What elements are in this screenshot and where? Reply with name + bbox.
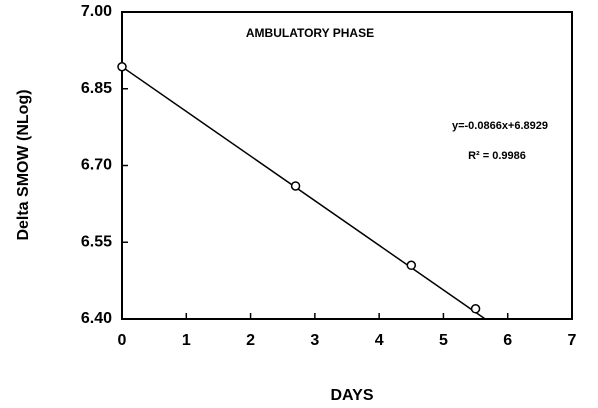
x-tick-label: 3 xyxy=(310,332,319,349)
x-tick-label: 2 xyxy=(246,332,255,349)
fit-line xyxy=(121,66,486,320)
point xyxy=(470,304,481,314)
point xyxy=(117,61,127,72)
x-tick-label: 5 xyxy=(439,332,448,349)
annotation: y=-0.0866x+6.8929 xyxy=(452,120,548,132)
y-tick-label: 6.40 xyxy=(81,310,112,327)
annotation: AMBULATORY PHASE xyxy=(246,26,374,40)
point xyxy=(290,181,301,191)
x-tick-label: 0 xyxy=(118,332,127,349)
x-tick-label: 4 xyxy=(375,332,384,349)
y-axis-label: Delta SMOW (NLog) xyxy=(15,89,32,240)
x-tick-label: 6 xyxy=(503,332,512,349)
x-tick-label: 1 xyxy=(182,332,191,349)
y-tick-label: 6.70 xyxy=(81,157,112,174)
plot-frame xyxy=(121,11,573,320)
annotation: R² = 0.9986 xyxy=(468,150,526,162)
y-tick-label: 6.55 xyxy=(81,233,112,250)
x-axis-label: DAYS xyxy=(331,387,374,404)
y-tick-label: 6.85 xyxy=(81,80,112,97)
point xyxy=(406,260,417,271)
y-tick-label: 7.00 xyxy=(81,3,112,20)
x-tick-label: 7 xyxy=(568,332,577,349)
